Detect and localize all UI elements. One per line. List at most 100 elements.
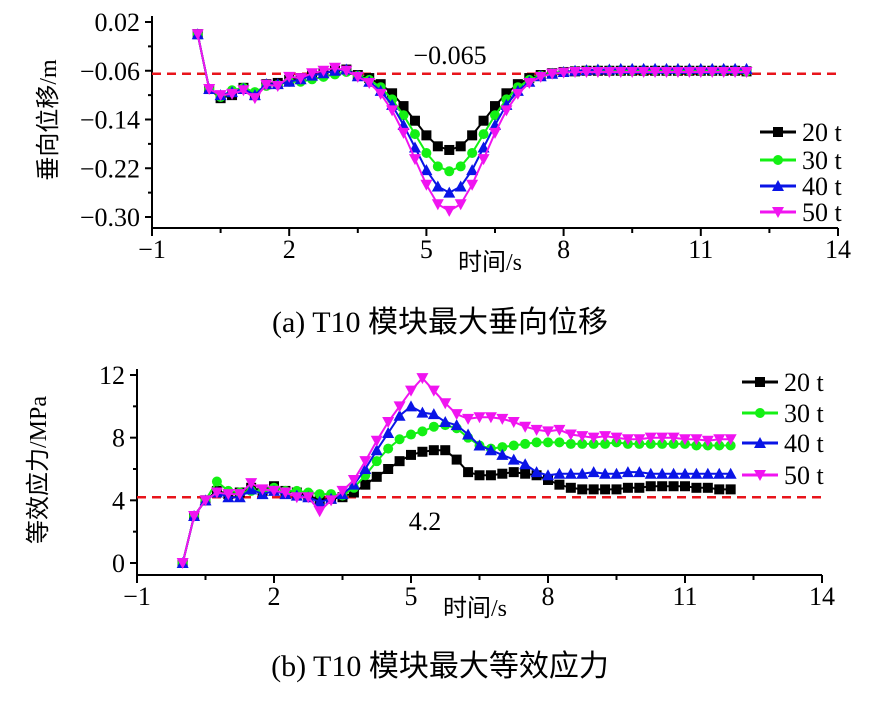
data-point: [463, 467, 474, 478]
legend-item: 30 t: [760, 146, 843, 175]
data-point: [199, 495, 212, 507]
data-point: [417, 446, 428, 457]
data-point: [370, 435, 383, 447]
data-point: [188, 511, 201, 522]
data-point: [633, 466, 646, 478]
data-point: [564, 429, 577, 441]
legend-marker: [755, 408, 765, 418]
data-point: [383, 443, 394, 454]
chart-vertical-displacement: −1 2 5 8 11 14 0.02 −0.06 −0.14 −0.22 −0.30 时间/s 垂向位…: [35, 8, 851, 276]
data-point: [729, 66, 742, 78]
legend-label: 30 t: [784, 399, 825, 428]
data-point: [645, 481, 656, 492]
data-point: [691, 440, 702, 451]
data-point: [444, 144, 455, 155]
data-point: [405, 385, 417, 397]
x-tick-label: 5: [420, 235, 433, 264]
data-point: [302, 492, 315, 504]
data-point: [644, 467, 657, 479]
data-point: [542, 426, 554, 438]
series-20t: [177, 445, 736, 568]
data-point: [210, 487, 223, 499]
legend-marker: [754, 470, 766, 481]
data-point: [398, 110, 409, 121]
data-point: [702, 482, 713, 493]
data-point: [484, 444, 497, 456]
data-point: [176, 558, 189, 569]
data-point: [530, 424, 543, 436]
data-point: [554, 479, 565, 490]
data-point: [409, 129, 420, 140]
data-point: [393, 409, 406, 421]
data-point: [455, 161, 466, 172]
data-point: [477, 154, 490, 166]
data-point: [701, 435, 714, 447]
data-point: [611, 484, 622, 495]
data-point: [440, 445, 451, 456]
x-tick-label: 2: [283, 235, 296, 264]
data-point: [576, 467, 589, 479]
legend-item: 30 t: [742, 399, 825, 428]
data-point: [621, 434, 634, 446]
data-point: [360, 479, 371, 490]
y-tick-label: −0.14: [80, 106, 140, 135]
data-point: [462, 413, 475, 425]
data-point: [610, 432, 623, 444]
data-point: [455, 141, 466, 152]
data-point: [660, 66, 673, 78]
data-point: [359, 456, 372, 468]
data-point: [724, 467, 737, 479]
caption-b: (b) T10 模块最大等效应力: [271, 650, 609, 683]
data-point: [599, 467, 612, 479]
data-point: [657, 481, 668, 492]
data-point: [489, 127, 501, 139]
data-point: [717, 66, 730, 78]
legend-label: 20 t: [784, 368, 825, 397]
data-point: [214, 90, 227, 102]
data-point: [485, 470, 496, 481]
data-point: [511, 88, 524, 100]
data-point: [431, 199, 444, 211]
data-point: [359, 463, 372, 474]
data-point: [519, 421, 532, 433]
data-point: [409, 115, 420, 126]
data-point: [421, 130, 432, 141]
data-point: [621, 466, 634, 478]
data-point: [233, 489, 246, 501]
data-point: [313, 506, 326, 518]
data-point: [444, 166, 455, 177]
data-point: [454, 199, 467, 211]
data-point: [398, 101, 409, 112]
data-point: [691, 482, 702, 493]
data-point: [432, 161, 443, 172]
data-point: [371, 456, 382, 467]
data-point: [226, 88, 239, 100]
legend-marker: [772, 180, 784, 191]
data-point: [454, 180, 467, 192]
legend-item: 40 t: [742, 429, 825, 458]
x-tick-label: 14: [825, 235, 851, 264]
data-point: [501, 88, 512, 99]
data-point: [245, 478, 258, 490]
data-point: [546, 68, 559, 80]
series-50t: [191, 29, 753, 217]
data-point: [340, 65, 353, 77]
data-point: [671, 66, 684, 78]
data-point: [386, 105, 399, 117]
data-point: [577, 438, 588, 449]
data-point: [497, 442, 508, 453]
legend-label: 40 t: [784, 429, 825, 458]
data-point: [553, 467, 566, 479]
data-point: [431, 180, 444, 192]
data-point: [328, 62, 341, 74]
data-point: [416, 406, 429, 418]
data-point: [531, 437, 542, 448]
data-point: [577, 484, 588, 495]
legend-marker: [773, 127, 783, 137]
x-tick-label: 5: [405, 582, 418, 611]
series-line: [181, 376, 731, 564]
data-point: [520, 438, 531, 449]
x-tick-label: 8: [557, 235, 570, 264]
data-point: [634, 482, 645, 493]
data-point: [256, 484, 269, 496]
